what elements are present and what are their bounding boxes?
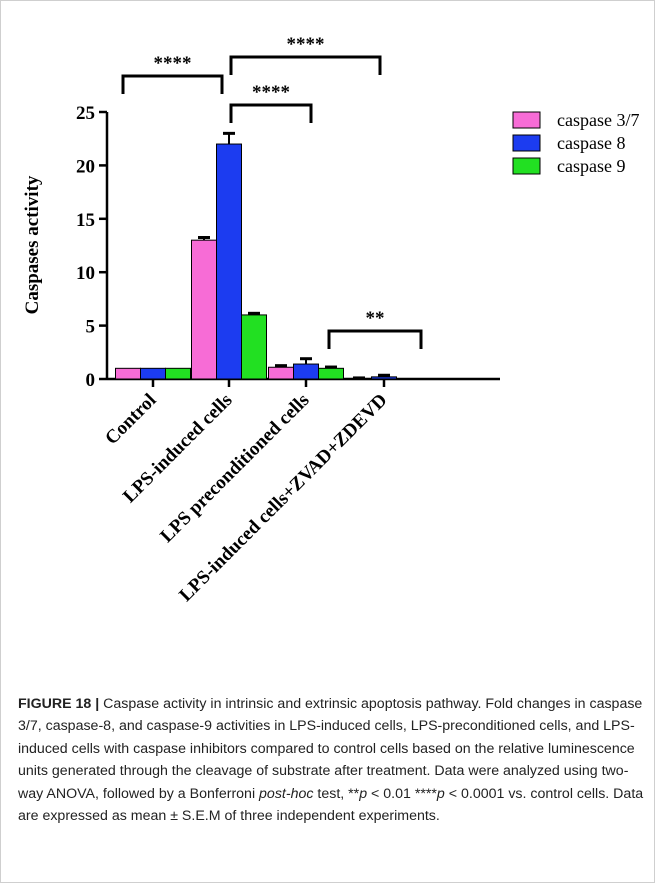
y-tick-label: 25: [76, 103, 95, 124]
y-tick-label: 0: [86, 370, 96, 391]
legend-label: caspase 3/7: [557, 110, 639, 130]
bar: [115, 367, 141, 380]
bar: [371, 376, 397, 380]
caption-italic-p2: p: [436, 785, 445, 802]
caption-italic-p1: p: [359, 785, 368, 802]
bar: [191, 239, 217, 380]
legend-swatch: [512, 134, 541, 152]
x-tick-label: LPS preconditioned cells: [156, 390, 313, 547]
bar: [268, 366, 294, 380]
significance-label: ****: [252, 82, 290, 103]
significance-label: **: [366, 308, 385, 329]
significance-brackets: **************: [121, 34, 423, 349]
x-tick-label: Control: [101, 390, 160, 449]
significance-bracket: [229, 103, 313, 123]
legend-label: caspase 8: [557, 133, 625, 153]
caption-italic-posthoc: post-hoc: [259, 785, 314, 802]
bar-chart: Caspases activity 0510152025ControlLPS-i…: [22, 34, 639, 606]
y-tick-label: 20: [76, 156, 95, 177]
caption-text-2: test, **: [313, 785, 360, 802]
bars: [115, 131, 422, 380]
caption-text-3: < 0.01 ****: [367, 785, 437, 802]
y-tick-label: 15: [76, 210, 95, 231]
significance-bracket: [121, 74, 224, 94]
y-tick-label: 5: [86, 317, 96, 338]
caption-text-4: < 0.0001 vs. control cells. Data are exp…: [18, 785, 644, 825]
y-tick-label: 10: [76, 263, 95, 284]
bar: [140, 367, 166, 380]
legend-swatch: [512, 111, 541, 129]
legend-label: caspase 9: [557, 156, 625, 176]
significance-label: ****: [154, 53, 192, 74]
bar: [216, 143, 242, 380]
bar: [318, 367, 344, 380]
legend-swatch: [512, 157, 541, 175]
bar: [293, 363, 319, 380]
caption-text-1: Caspase activity in intrinsic and extrin…: [18, 696, 643, 802]
caption-label: FIGURE 18 |: [18, 696, 100, 712]
bar: [165, 367, 191, 380]
legend: caspase 3/7 caspase 8 caspase 9: [512, 110, 639, 176]
figure-caption: FIGURE 18 | Caspase activity in intrinsi…: [18, 693, 648, 827]
bar: [241, 314, 267, 380]
significance-label: ****: [287, 34, 325, 55]
y-axis-label: Caspases activity: [22, 175, 43, 314]
significance-bracket: [327, 329, 423, 349]
significance-bracket: [229, 55, 382, 75]
